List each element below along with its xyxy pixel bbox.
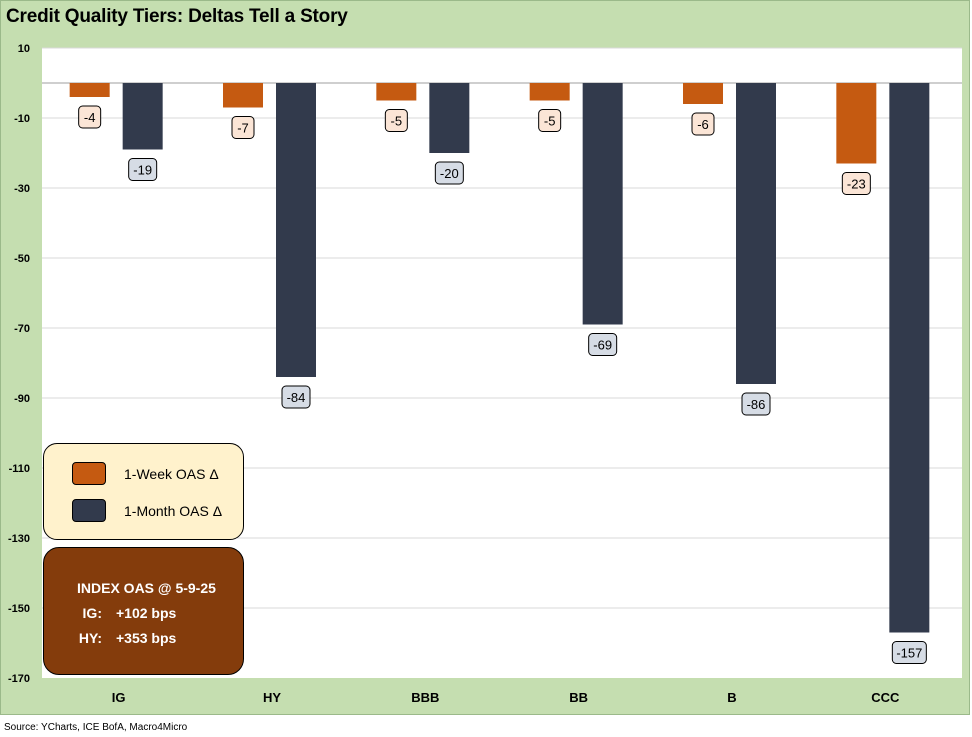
data-label-box bbox=[231, 116, 255, 139]
bar-month-hy bbox=[276, 83, 316, 377]
x-tick-label: HY bbox=[263, 690, 281, 705]
y-tick-label: -110 bbox=[9, 463, 30, 475]
data-label-box bbox=[281, 385, 311, 409]
data-label-box bbox=[128, 158, 158, 181]
index-oas-title: INDEX OAS @ 5-9-25 bbox=[77, 580, 216, 596]
data-label-box bbox=[841, 172, 871, 195]
index-row-hy: HY: +353 bps bbox=[44, 630, 176, 646]
data-label: -6 bbox=[697, 117, 709, 132]
data-label-box bbox=[78, 105, 102, 129]
bar-week-ccc bbox=[836, 83, 877, 164]
data-label: -69 bbox=[593, 338, 612, 353]
source-note: Source: YCharts, ICE BofA, Macro4Micro bbox=[4, 722, 188, 733]
bar-month-ig bbox=[122, 83, 163, 150]
y-tick-label: -150 bbox=[8, 603, 30, 615]
index-key-ig: IG: bbox=[82, 605, 102, 621]
data-label: -7 bbox=[237, 121, 249, 136]
y-tick-label: -170 bbox=[8, 673, 30, 685]
legend-label-week: 1-Week OAS Δ bbox=[124, 465, 219, 482]
data-label-box bbox=[691, 112, 715, 136]
data-label-box bbox=[434, 161, 464, 185]
x-tick-label: CCC bbox=[871, 690, 900, 705]
x-tick-label: BB bbox=[569, 690, 588, 705]
y-tick-label: -130 bbox=[8, 533, 30, 545]
bar-week-b bbox=[683, 83, 723, 104]
bar-month-bbb bbox=[429, 83, 470, 153]
bar-month-ccc bbox=[889, 83, 930, 633]
legend-swatch-month bbox=[72, 499, 106, 522]
y-tick-label: -50 bbox=[14, 253, 30, 265]
legend-item-month: 1-Month OAS Δ bbox=[72, 499, 222, 522]
x-tick-label: B bbox=[727, 690, 736, 705]
index-value-hy: +353 bps bbox=[116, 630, 177, 646]
y-tick-label: 10 bbox=[18, 43, 30, 55]
bar-week-ig bbox=[69, 83, 110, 97]
legend-item-week: 1-Week OAS Δ bbox=[72, 462, 219, 485]
data-label-box bbox=[741, 392, 771, 416]
data-label-box bbox=[538, 109, 562, 132]
data-label-box bbox=[588, 333, 618, 356]
data-label: -23 bbox=[847, 177, 866, 192]
x-tick-label: BBB bbox=[411, 690, 439, 705]
y-tick-label: -70 bbox=[14, 323, 30, 335]
index-oas-box: INDEX OAS @ 5-9-25 IG: +102 bps HY: +353… bbox=[43, 547, 244, 675]
y-tick-label: -90 bbox=[14, 393, 30, 405]
bar-week-bbb bbox=[376, 83, 417, 101]
bar-week-bb bbox=[529, 83, 570, 101]
data-label: -157 bbox=[896, 646, 922, 661]
data-label-box bbox=[384, 109, 408, 132]
bar-month-bb bbox=[582, 83, 623, 325]
data-label-box bbox=[891, 641, 927, 664]
index-row-ig: IG: +102 bps bbox=[44, 605, 177, 621]
bar-month-b bbox=[736, 83, 776, 384]
index-key-hy: HY: bbox=[78, 630, 102, 646]
legend-swatch-week bbox=[72, 462, 106, 485]
x-tick-label: IG bbox=[112, 690, 126, 705]
legend-label-month: 1-Month OAS Δ bbox=[124, 502, 223, 519]
data-label: -5 bbox=[391, 114, 403, 129]
chart-title: Credit Quality Tiers: Deltas Tell a Stor… bbox=[6, 6, 348, 27]
bar-week-hy bbox=[223, 83, 263, 108]
y-tick-label: -10 bbox=[14, 113, 30, 125]
y-tick-label: -30 bbox=[14, 183, 30, 195]
index-value-ig: +102 bps bbox=[116, 605, 177, 621]
data-label: -84 bbox=[287, 390, 306, 405]
data-label: -4 bbox=[84, 110, 96, 125]
data-label: -5 bbox=[544, 114, 556, 129]
data-label: -20 bbox=[440, 166, 459, 181]
legend: 1-Week OAS Δ 1-Month OAS Δ bbox=[43, 443, 244, 540]
data-label: -86 bbox=[747, 397, 766, 412]
data-label: -19 bbox=[133, 163, 152, 178]
